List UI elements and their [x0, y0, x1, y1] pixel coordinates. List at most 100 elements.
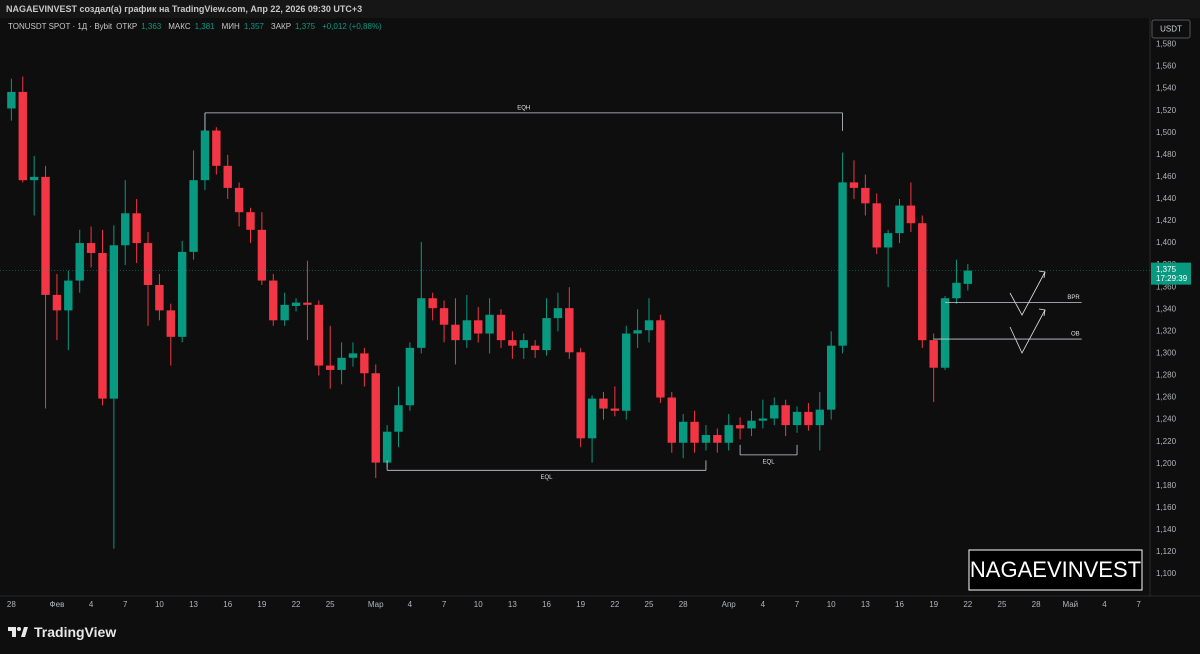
ohlc-value: 1,357	[243, 22, 264, 31]
candle-body	[826, 345, 836, 410]
x-tick-label: 10	[474, 600, 483, 609]
candle-body	[496, 314, 506, 341]
x-tick-label: 19	[929, 600, 938, 609]
x-tick-label: 4	[408, 600, 413, 609]
candle-body	[86, 243, 96, 253]
currency: USDT	[1160, 25, 1182, 34]
y-tick-label: 1,240	[1156, 415, 1177, 424]
arrow-head	[1038, 270, 1046, 279]
candle-body	[553, 308, 563, 319]
candle-body	[451, 324, 460, 341]
watermark-box	[968, 549, 1143, 591]
ohlc-value: 1,375	[295, 22, 316, 31]
candle-body	[246, 212, 255, 230]
candle-body	[565, 308, 574, 353]
legend: TONUSDT SPOT · 1Д · Bybit ОТКР 1,363 МАКС 1,…	[8, 22, 385, 31]
x-tick-label: Мар	[368, 600, 384, 609]
ohlc-value: 1,363	[141, 22, 162, 31]
candle-body	[667, 397, 676, 443]
candle-body	[724, 425, 733, 443]
x-tick-label: 22	[292, 600, 301, 609]
candle-body	[371, 373, 380, 463]
x-tick-label: 25	[326, 600, 335, 609]
symbol: TONUSDT SPOT · 1Д · Bybit	[8, 22, 113, 31]
candle-body	[678, 421, 688, 443]
y-tick-label: 1,200	[1156, 459, 1177, 468]
candle-body	[29, 176, 39, 181]
candle-body	[758, 418, 768, 421]
footer: TradingView	[8, 624, 116, 640]
candle-body	[474, 320, 483, 334]
candle-body	[599, 398, 608, 409]
x-tick-label: 13	[861, 600, 870, 609]
y-tick-label: 1,580	[1156, 40, 1177, 49]
candle-body	[747, 420, 756, 429]
candle-body	[690, 421, 699, 443]
y-tick-label: 1,180	[1156, 481, 1177, 490]
y-tick-label: 1,280	[1156, 371, 1177, 380]
x-tick-label: 13	[508, 600, 517, 609]
x-tick-label: 7	[795, 600, 800, 609]
x-tick-label: Апр	[722, 600, 737, 609]
candle-body	[212, 130, 221, 166]
annotation-label: BPR	[1067, 295, 1080, 301]
y-tick-label: 1,140	[1156, 525, 1177, 534]
candle-body	[257, 229, 267, 281]
x-tick-label: 10	[827, 600, 836, 609]
candle-body	[576, 352, 585, 439]
candle-body	[849, 182, 859, 188]
y-tick-label: 1,480	[1156, 150, 1177, 159]
candle-body	[98, 252, 107, 399]
candle-body	[405, 347, 415, 406]
x-tick-label: 4	[761, 600, 766, 609]
candle-body	[861, 187, 870, 204]
candle-body	[303, 302, 312, 305]
candle-body	[485, 314, 494, 334]
candle-body	[325, 365, 335, 370]
y-tick-label: 1,400	[1156, 238, 1177, 247]
candle-body	[872, 203, 881, 248]
candle-body	[314, 304, 324, 366]
candle-body	[109, 245, 119, 399]
y-tick-label: 1,460	[1156, 172, 1177, 181]
candle-body	[52, 294, 62, 311]
candle-body	[166, 310, 175, 337]
candle-body	[895, 205, 904, 234]
y-tick-label: 1,260	[1156, 393, 1177, 402]
ohlc-value: 1,381	[194, 22, 215, 31]
candle-body	[291, 302, 301, 306]
candle-body	[701, 435, 711, 443]
y-tick-label: 1,520	[1156, 106, 1177, 115]
x-tick-label: 16	[223, 600, 232, 609]
candle-body	[280, 304, 289, 321]
candle-body	[940, 298, 950, 368]
candle-body	[200, 130, 210, 181]
x-tick-label: Май	[1062, 600, 1078, 609]
x-tick-label: 16	[542, 600, 551, 609]
candle-body	[735, 425, 745, 429]
candle-body	[269, 280, 278, 321]
y-tick-label: 1,220	[1156, 437, 1177, 446]
candle-body	[610, 408, 620, 411]
logo-text: TradingView	[34, 624, 117, 640]
candle-body	[121, 213, 130, 246]
y-tick-label: 1,360	[1156, 282, 1177, 291]
candle-body	[428, 298, 437, 309]
candle-body	[519, 340, 528, 348]
logo-icon	[8, 627, 28, 637]
candle-body	[394, 405, 403, 432]
candle-body	[223, 165, 232, 188]
y-tick-label: 1,420	[1156, 216, 1177, 225]
y-tick-label: 1,540	[1156, 84, 1177, 93]
y-tick-label: 1,340	[1156, 304, 1177, 313]
candle-body	[382, 431, 392, 463]
candle-body	[439, 308, 449, 325]
x-tick-label: 28	[7, 600, 16, 609]
annotation-label: EQL	[541, 475, 554, 481]
candle-body	[530, 345, 540, 351]
last-price-label: 1,375	[1156, 265, 1177, 274]
candle-body	[143, 243, 153, 285]
annotation-label: EQH	[517, 105, 530, 111]
x-tick-label: 13	[189, 600, 198, 609]
scenario-arrow	[1009, 309, 1046, 354]
